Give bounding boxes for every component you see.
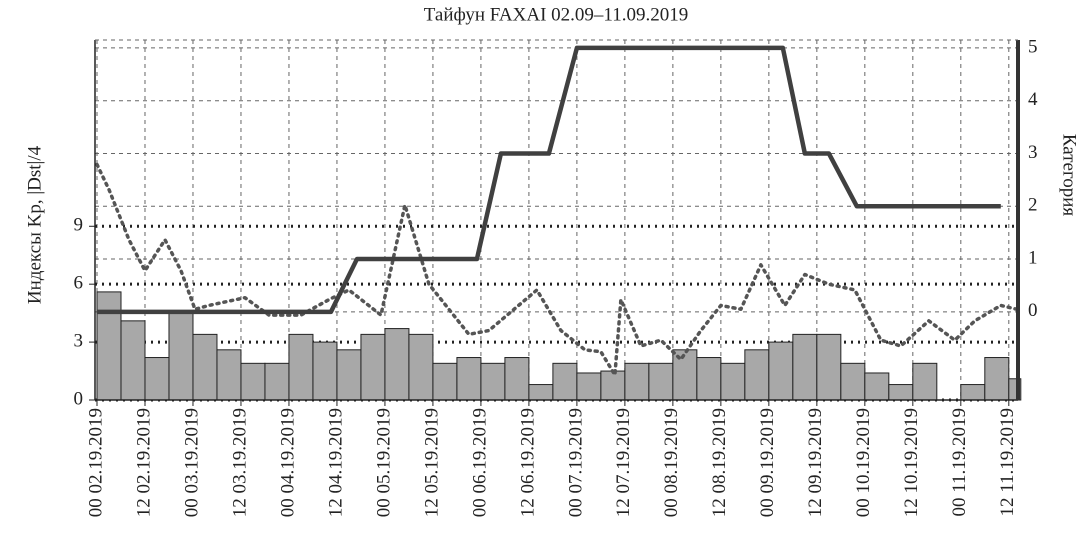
x-tick-label: 12 07.19.2019 — [613, 408, 634, 517]
bar — [648, 362, 674, 401]
y-tick-label: 6 — [74, 273, 84, 294]
bar — [336, 349, 362, 401]
x-tick-label: 00 11.19.2019 — [949, 408, 970, 517]
x-tick-label: 00 10.19.2019 — [853, 408, 874, 517]
bar — [960, 384, 986, 401]
x-tick-label: 00 09.19.2019 — [757, 408, 778, 517]
x-tick-label: 00 06.19.2019 — [469, 408, 490, 517]
y-tick-label: 3 — [74, 330, 84, 351]
bar — [480, 362, 506, 401]
x-tick-label: 12 09.19.2019 — [805, 408, 826, 517]
bar — [384, 328, 410, 401]
bar — [288, 333, 314, 401]
bar — [192, 333, 218, 401]
x-tick-label: 12 04.19.2019 — [325, 408, 346, 517]
bar — [144, 357, 170, 401]
y2-tick-label: 5 — [1028, 36, 1038, 57]
x-tick-label: 00 04.19.2019 — [277, 408, 298, 517]
bar — [864, 372, 890, 401]
chart-title: Тайфун FAXAI 02.09–11.09.2019 — [424, 4, 688, 25]
x-tick-label: 00 05.19.2019 — [373, 408, 394, 517]
bar — [816, 333, 842, 401]
x-tick-label: 12 10.19.2019 — [901, 408, 922, 517]
bar — [720, 362, 746, 401]
bar — [96, 291, 122, 401]
bar — [216, 349, 242, 401]
x-tick-label: 00 02.19.2019 — [85, 408, 106, 517]
y-axis-label: Индексы Kp, |Dst|/4 — [24, 145, 45, 304]
bar — [360, 333, 386, 401]
bar — [624, 362, 650, 401]
bar — [552, 362, 578, 401]
x-tick-label: 12 05.19.2019 — [421, 408, 442, 517]
y-tick-label: 0 — [74, 388, 84, 409]
x-tick-label: 00 08.19.2019 — [661, 408, 682, 517]
y2-tick-label: 1 — [1028, 247, 1038, 268]
bar — [744, 349, 770, 401]
x-tick-label: 12 08.19.2019 — [709, 408, 730, 517]
bar — [912, 362, 938, 401]
x-tick-label: 12 06.19.2019 — [517, 408, 538, 517]
y2-axis-label: Категория — [1059, 134, 1080, 217]
bar — [120, 320, 146, 401]
bar — [264, 362, 290, 401]
bar — [240, 362, 266, 401]
line — [96, 45, 1001, 315]
bar — [888, 384, 914, 401]
bar — [768, 341, 794, 401]
line — [95, 162, 1019, 377]
bar — [792, 333, 818, 401]
bar — [984, 357, 1010, 401]
bar — [528, 384, 554, 401]
bar — [168, 310, 194, 401]
y2-tick-label: 0 — [1028, 300, 1038, 321]
bar — [600, 370, 626, 401]
x-tick-label: 12 03.19.2019 — [229, 408, 250, 517]
bar — [840, 362, 866, 401]
bar — [576, 372, 602, 401]
x-tick-label: 00 07.19.2019 — [565, 408, 586, 517]
bar — [432, 362, 458, 401]
bar — [504, 357, 530, 401]
bar — [408, 333, 434, 401]
y2-tick-label: 3 — [1028, 142, 1038, 163]
y-tick-label: 9 — [74, 215, 84, 236]
bar — [696, 357, 722, 401]
bar — [456, 357, 482, 401]
x-tick-label: 12 02.19.2019 — [133, 408, 154, 517]
bar — [312, 341, 338, 401]
x-tick-label: 12 11.19.2019 — [997, 408, 1018, 517]
y2-tick-label: 2 — [1028, 195, 1038, 216]
y2-tick-label: 4 — [1028, 89, 1038, 110]
x-tick-label: 00 03.19.2019 — [181, 408, 202, 517]
